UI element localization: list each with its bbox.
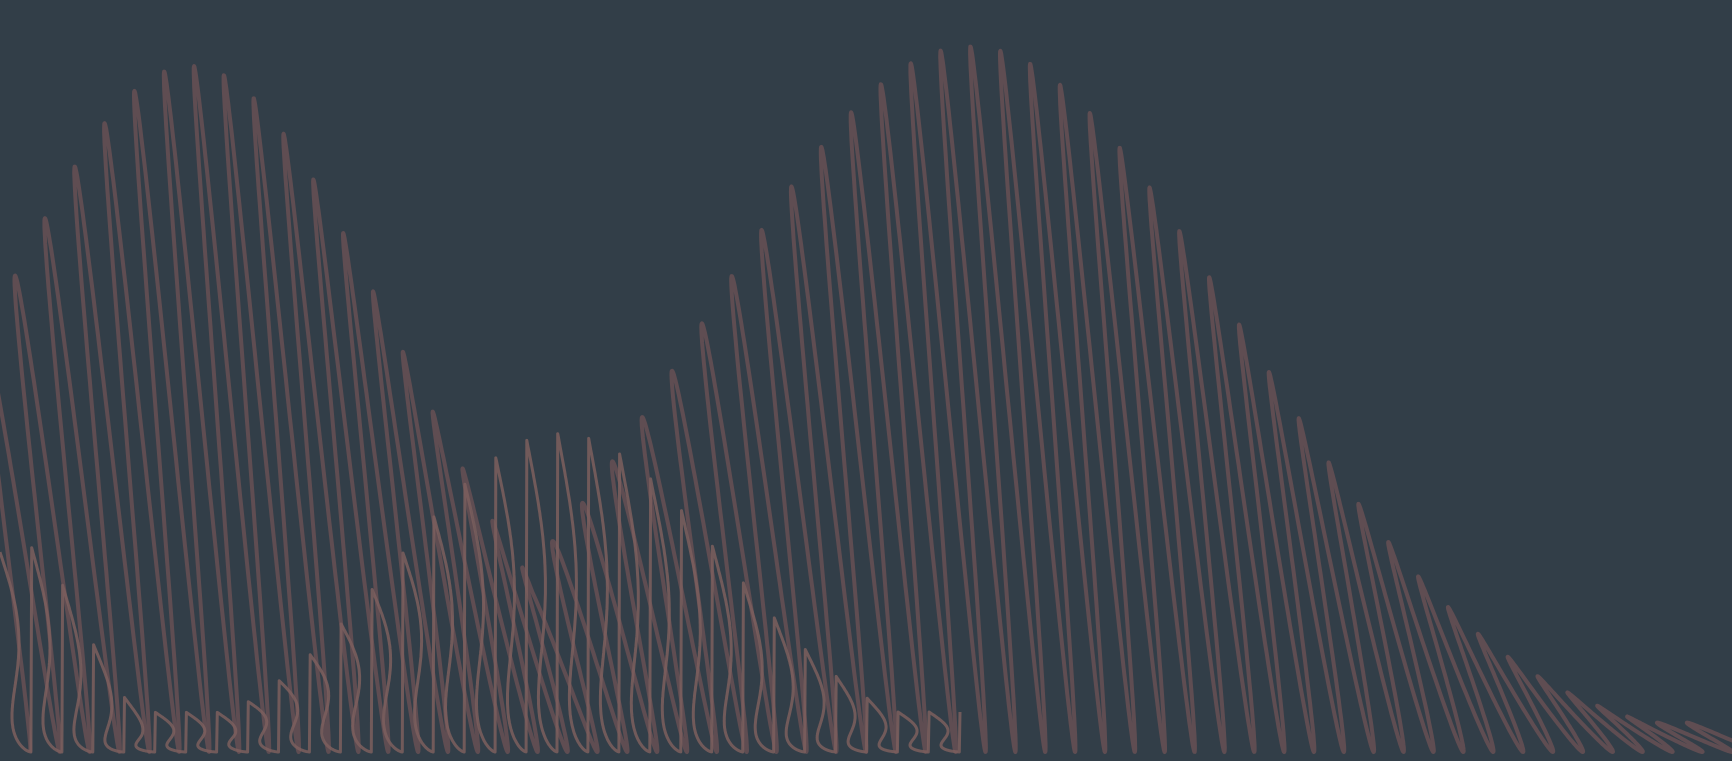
secondary-wave-line — [0, 432, 962, 754]
